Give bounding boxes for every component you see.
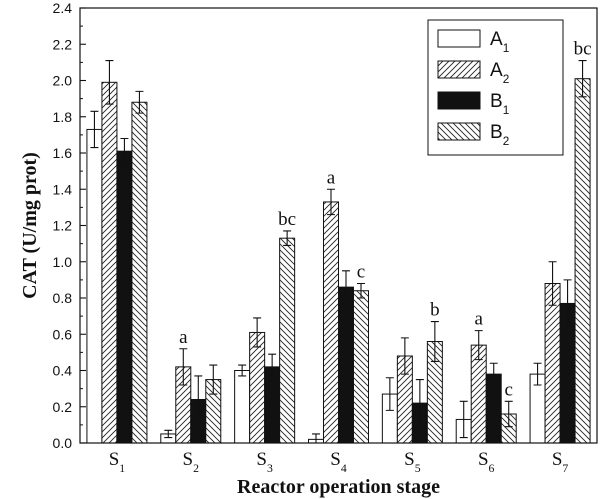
y-tick-label: 1.4 <box>53 181 73 197</box>
legend: A1 A2 B1 B2 <box>427 19 564 156</box>
significance-label: bc <box>278 209 296 230</box>
significance-label: b <box>430 300 440 321</box>
error-bar-B1-S1 <box>120 137 129 165</box>
y-tick-label: 0.2 <box>53 399 73 415</box>
bar-B2-S3 <box>279 237 296 444</box>
error-bar-A2-S2 <box>179 348 188 386</box>
x-tick-label: S5 <box>404 449 421 475</box>
y-tick-label: 1.0 <box>53 254 73 270</box>
y-tick-label: 0.0 <box>53 435 73 451</box>
x-axis-title: Reactor operation stage <box>237 476 440 498</box>
legend-label: B2 <box>490 122 509 148</box>
bar-A1-S1 <box>86 128 103 444</box>
axes-layer: 0.0 0.2 0.4 0.6 0.8 1.0 1.2 1.4 1.6 1.8 2.0 2.2 2.4 S… <box>19 0 598 498</box>
error-bar-B2-S1 <box>135 90 144 114</box>
error-bar-B2-S4 <box>357 282 365 299</box>
x-tick-label: S3 <box>256 449 273 475</box>
y-axis-title: CAT (U/mg prot) <box>19 152 41 299</box>
error-bar-B1-S3 <box>268 353 277 381</box>
significance-label: bc <box>574 39 592 60</box>
bar-A2-S3 <box>249 331 266 444</box>
error-bar-A2-S6 <box>474 330 483 361</box>
significance-label: c <box>357 262 365 283</box>
error-bar-A1-S3 <box>238 364 247 377</box>
error-bar-A2-S5 <box>400 337 409 375</box>
y-tick-label: 0.6 <box>53 326 73 342</box>
significance-label: a <box>474 309 483 330</box>
error-bar-B2-S6 <box>504 400 513 428</box>
legend-swatch <box>437 60 481 79</box>
error-bar-A1-S1 <box>90 110 99 149</box>
y-tick-label: 0.4 <box>53 363 73 379</box>
bar-B2-S7 <box>574 78 591 444</box>
error-bar-A1-S7 <box>533 362 542 386</box>
legend-swatch <box>437 122 481 141</box>
y-tick-label: 2.2 <box>53 36 73 52</box>
legend-swatch <box>437 29 481 48</box>
significance-label: c <box>504 379 512 400</box>
error-bar-B1-S7 <box>563 279 572 328</box>
legend-label: A1 <box>490 29 509 55</box>
error-bar-B2-S3 <box>283 230 292 246</box>
error-bar-A2-S1 <box>105 60 114 105</box>
x-tick-label: S1 <box>109 449 126 475</box>
error-bar-B1-S6 <box>489 362 498 386</box>
error-bar-B1-S4 <box>342 270 350 304</box>
bar-A1-S3 <box>234 370 251 444</box>
error-bar-B1-S2 <box>194 375 203 424</box>
bar-A2-S4 <box>323 201 339 444</box>
bars-layer: a bc a c b a c bc <box>86 39 592 444</box>
error-bar-A1-S6 <box>459 400 468 439</box>
error-bar-B1-S5 <box>415 379 424 428</box>
error-bar-A1-S2 <box>164 429 173 439</box>
y-tick-label: 0.8 <box>53 290 73 306</box>
error-bar-A2-S3 <box>253 317 262 348</box>
legend-label: B1 <box>490 91 509 117</box>
y-tick-label: 1.2 <box>53 218 73 234</box>
y-tick-label: 1.8 <box>53 109 73 125</box>
error-bar-A2-S7 <box>548 261 557 306</box>
error-bar-B2-S7 <box>578 60 587 98</box>
error-bar-B2-S2 <box>209 364 218 395</box>
y-tick-label: 2.0 <box>53 73 73 89</box>
bar-B1-S4 <box>338 286 354 444</box>
x-tick-label: S7 <box>552 449 569 475</box>
legend-label: A2 <box>490 60 509 86</box>
y-tick-label: 1.6 <box>53 145 73 161</box>
bar-B1-S1 <box>116 150 133 444</box>
error-bar-A1-S5 <box>385 377 394 411</box>
bar-B2-S1 <box>131 101 148 444</box>
x-tick-label: S4 <box>330 449 347 475</box>
significance-label: a <box>327 167 336 188</box>
bar-B2-S4 <box>353 290 369 444</box>
error-bar-B2-S5 <box>430 321 439 362</box>
significance-label: a <box>179 327 188 348</box>
bar-A2-S1 <box>101 81 118 444</box>
x-tick-label: S6 <box>478 449 495 475</box>
x-tick-label: S2 <box>183 449 200 475</box>
y-tick-label: 2.4 <box>53 0 73 16</box>
legend-swatch <box>437 91 481 110</box>
error-bar-A2-S4 <box>327 188 335 216</box>
bar-A2-S7 <box>544 283 561 444</box>
